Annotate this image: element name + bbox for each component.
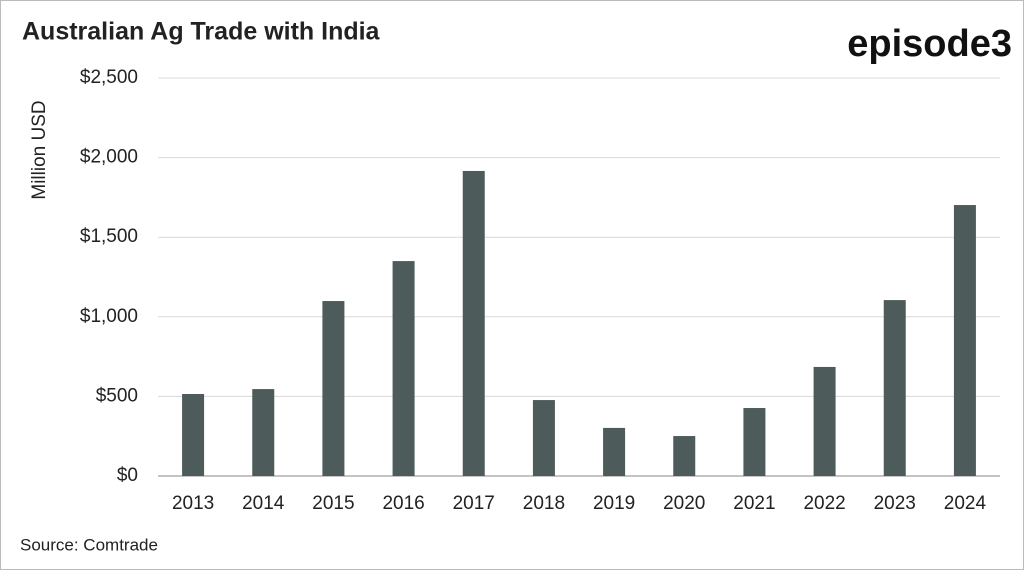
bar <box>322 301 345 476</box>
y-tick-label: $1,500 <box>80 226 138 247</box>
y-tick-label: $2,500 <box>80 67 138 88</box>
bar <box>673 436 696 476</box>
y-tick-label: $0 <box>117 465 138 486</box>
bar <box>252 389 275 476</box>
bar <box>743 408 766 476</box>
bar <box>532 400 555 476</box>
bar <box>953 205 976 476</box>
x-tick-label: 2024 <box>944 493 987 514</box>
y-tick-label: $500 <box>96 385 138 406</box>
bar <box>603 427 626 476</box>
bar <box>883 300 906 476</box>
x-tick-label: 2019 <box>593 493 635 514</box>
source-note: Source: Comtrade <box>20 535 158 554</box>
x-tick-label: 2017 <box>453 493 495 514</box>
x-tick-label: 2014 <box>242 493 285 514</box>
x-tick-label: 2020 <box>663 493 705 514</box>
y-tick-label: $2,000 <box>80 147 138 168</box>
x-tick-label: 2013 <box>172 493 214 514</box>
bar <box>392 261 415 476</box>
x-tick-label: 2016 <box>382 493 424 514</box>
y-tick-label: $1,000 <box>80 306 138 327</box>
x-tick-label: 2021 <box>733 493 775 514</box>
x-tick-label: 2018 <box>523 493 565 514</box>
brand-logo: episode3 <box>847 23 1012 65</box>
x-tick-label: 2023 <box>874 493 916 514</box>
x-tick-label: 2015 <box>312 493 354 514</box>
y-axis-label: Million USD <box>29 100 50 199</box>
x-tick-label: 2022 <box>803 493 845 514</box>
bar <box>813 366 836 476</box>
bar <box>462 170 485 477</box>
bar <box>182 394 205 476</box>
chart-title: Australian Ag Trade with India <box>22 18 381 46</box>
